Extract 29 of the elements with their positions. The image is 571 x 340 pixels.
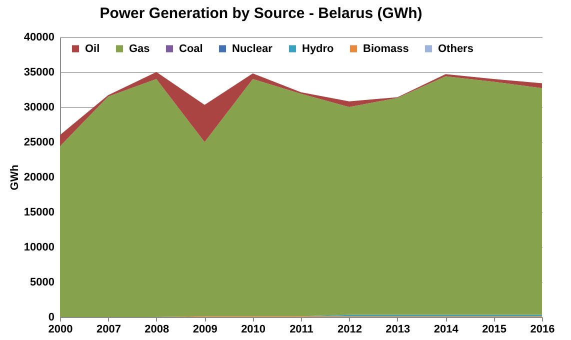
x-tick-label: 2011 bbox=[290, 324, 314, 336]
y-tick-label: 10000 bbox=[24, 242, 54, 254]
legend-label: Hydro bbox=[302, 42, 334, 55]
y-tick-label: 40000 bbox=[24, 32, 54, 44]
y-tick-label: 15000 bbox=[24, 206, 54, 218]
y-tick-label: 35000 bbox=[24, 66, 54, 78]
legend-label: Gas bbox=[129, 42, 150, 55]
x-tick-label: 2014 bbox=[434, 324, 460, 336]
x-tick-label: 2013 bbox=[386, 324, 410, 336]
y-tick-label: 0 bbox=[48, 312, 54, 324]
legend-label: Biomass bbox=[363, 42, 409, 55]
x-tick-label: 2010 bbox=[241, 324, 266, 336]
y-tick-label: 20000 bbox=[24, 172, 54, 184]
x-tick-label: 2008 bbox=[144, 324, 170, 336]
legend-label: Oil bbox=[85, 42, 100, 55]
y-tick-label: 5000 bbox=[30, 276, 54, 288]
x-tick-label: 2007 bbox=[96, 324, 121, 336]
x-tick-label: 2015 bbox=[482, 324, 507, 336]
x-tick-label: 2016 bbox=[530, 324, 555, 336]
legend-label: Nuclear bbox=[232, 42, 274, 55]
y-tick-label: 30000 bbox=[24, 102, 54, 114]
y-axis-title: GWh bbox=[8, 164, 21, 190]
chart-title: Power Generation by Source - Belarus (GWh) bbox=[100, 5, 422, 22]
x-tick-label: 2009 bbox=[192, 324, 218, 336]
x-tick-label: 2012 bbox=[337, 324, 362, 336]
legend-label: Coal bbox=[179, 42, 203, 55]
legend-label: Others bbox=[438, 42, 474, 55]
x-tick-label: 2000 bbox=[48, 324, 73, 336]
y-tick-label: 25000 bbox=[24, 136, 54, 148]
